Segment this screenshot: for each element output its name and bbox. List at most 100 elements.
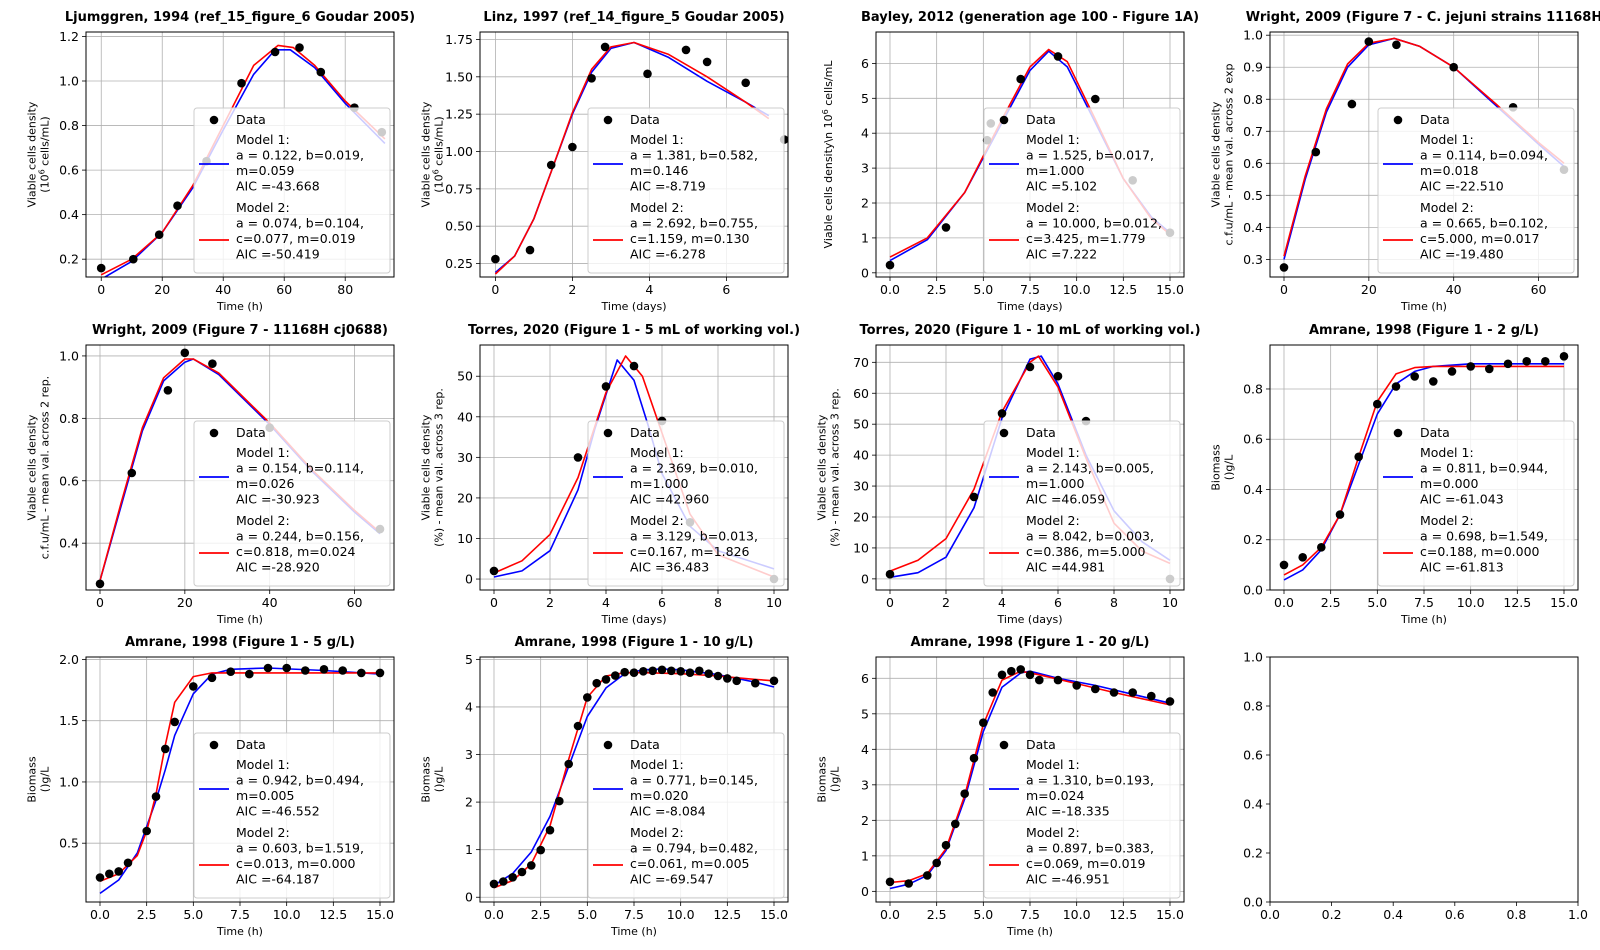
x-tick-label: 4 — [602, 595, 610, 610]
legend-model-1-text: AIC =-46.552 — [236, 804, 320, 819]
x-tick-label: 2 — [568, 282, 576, 297]
data-point — [1091, 94, 1100, 104]
subplot-7: 0 2 4 6 8 10 0 10 20 30 40 50 60 70 Torres, 2020 (Figu… — [816, 323, 1201, 626]
y-tick-label: 0.75 — [445, 181, 473, 196]
data-point — [208, 359, 217, 369]
legend-data-marker — [999, 428, 1009, 438]
legend-model-2-text: a = 0.603, b=1.519, — [236, 841, 364, 856]
data-point — [676, 667, 685, 676]
y-tick-label: 0.8 — [59, 118, 79, 133]
y-axis-label: Biomass — [420, 756, 433, 803]
subplot-title: Bayley, 2012 (generation age 100 - Figur… — [861, 10, 1199, 25]
y-tick-label: 0.8 — [1243, 381, 1263, 396]
x-tick-label: 20 — [154, 282, 170, 297]
y-tick-label: 0.2 — [1243, 532, 1263, 547]
y-tick-label: 1.50 — [445, 69, 473, 84]
data-point — [643, 69, 652, 79]
x-tick-label: 0 — [491, 282, 499, 297]
legend-data-marker — [1393, 115, 1403, 125]
data-point — [1541, 357, 1550, 366]
legend-box — [983, 107, 1181, 274]
subplot-title: Wright, 2009 (Figure 7 - 11168H cj0688) — [92, 323, 388, 338]
x-axis-label: Time (days) — [997, 613, 1063, 626]
subplot-title: Amrane, 1998 (Figure 1 - 10 g/L) — [514, 635, 753, 650]
x-tick-label: 0.4 — [1383, 907, 1403, 922]
data-point — [1373, 399, 1382, 409]
legend-box — [193, 732, 391, 899]
y-tick-label: 0 — [861, 265, 869, 280]
y-tick-label: 0.6 — [59, 473, 79, 488]
x-tick-label: 2.5 — [1321, 595, 1341, 610]
data-point — [704, 669, 713, 678]
data-point — [997, 670, 1007, 680]
legend-model-2-text: c=0.167, m=1.826 — [630, 544, 750, 559]
data-point — [536, 845, 545, 855]
subplot-10: 0.0 2.5 5.0 7.5 10.0 12.5 15.0 0 1 2 3 4 5 Amrane, 19… — [420, 635, 789, 938]
data-point — [904, 879, 913, 888]
data-point — [885, 569, 895, 579]
y-tick-label: 40 — [457, 409, 473, 424]
legend-model-1-text: m=0.020 — [630, 788, 688, 803]
legend-box — [193, 107, 391, 274]
data-point — [527, 861, 536, 870]
y-tick-label: 0.0 — [1243, 895, 1263, 910]
legend-model-1-text: Model 1: — [1026, 757, 1080, 772]
data-point — [189, 682, 198, 691]
y-axis-label: Viable cells density — [26, 101, 39, 207]
y-tick-label: 0.2 — [59, 252, 79, 267]
y-tick-label: 6 — [861, 56, 869, 71]
x-tick-label: 7.5 — [624, 907, 644, 922]
x-tick-label: 0 — [886, 595, 894, 610]
axes-frame — [875, 656, 1185, 903]
legend-model-1-text: a = 0.811, b=0.944, — [1420, 461, 1548, 476]
y-tick-label: 0.6 — [1243, 432, 1263, 447]
data-point — [564, 759, 573, 769]
data-point — [969, 753, 979, 763]
x-axis-label: Time (h) — [216, 300, 263, 313]
y-axis-label: (%) - mean val. across 3 rep. — [829, 388, 842, 547]
data-point — [885, 260, 895, 270]
x-tick-label: 12.5 — [1109, 907, 1137, 922]
axes-frame — [1269, 656, 1579, 903]
data-point — [1503, 359, 1513, 369]
x-tick-label: 4 — [998, 595, 1006, 610]
legend-model-2-text: AIC =-64.187 — [236, 872, 320, 887]
legend-model-1-text: AIC =-30.923 — [236, 492, 320, 507]
data-point — [1072, 681, 1081, 690]
legend-model-1-text: Model 1: — [236, 132, 290, 147]
legend-model-2-text: a = 8.042, b=0.003, — [1026, 529, 1154, 544]
legend-model-2-text: Model 2: — [236, 825, 290, 840]
legend-model-1-text: Model 1: — [236, 445, 290, 460]
legend-model-1-text: Model 1: — [1420, 445, 1474, 460]
data-point — [491, 254, 500, 264]
x-tick-label: 15.0 — [1550, 595, 1578, 610]
axes-frame — [479, 344, 789, 591]
y-tick-label: 1 — [861, 848, 869, 863]
legend-model-1-text: m=0.146 — [630, 163, 688, 178]
subplot-6: 0 2 4 6 8 10 0 10 20 30 40 50 Torres, 2020 (Figure 1… — [420, 323, 801, 626]
x-tick-label: 7.5 — [1414, 595, 1434, 610]
data-point — [629, 668, 639, 677]
y-tick-label: 20 — [457, 490, 473, 505]
x-axis-label: Time (h) — [216, 925, 263, 938]
subplot-title: Torres, 2020 (Figure 1 - 5 mL of working… — [468, 323, 800, 338]
x-tick-label: 6 — [1054, 595, 1062, 610]
data-point — [163, 386, 173, 395]
y-tick-label: 1.75 — [445, 32, 473, 47]
legend-model-1-text: m=0.059 — [236, 163, 294, 178]
legend-data-label: Data — [630, 425, 660, 440]
data-point — [751, 678, 760, 688]
legend-model-1-text: a = 2.369, b=0.010, — [630, 461, 758, 476]
y-tick-label: 0 — [861, 571, 869, 586]
legend-model-1-text: Model 1: — [630, 445, 684, 460]
x-tick-label: 0 — [490, 595, 498, 610]
axes-frame — [1269, 31, 1579, 278]
x-tick-label: 20 — [1361, 282, 1377, 297]
legend-model-2-text: AIC =44.981 — [1026, 560, 1105, 575]
legend-model-2-text: c=0.077, m=0.019 — [236, 231, 356, 246]
x-tick-label: 10.0 — [667, 907, 695, 922]
data-point — [1429, 377, 1438, 386]
data-point — [357, 668, 366, 678]
y-tick-label: 0.4 — [59, 207, 79, 222]
legend-model-1-text: a = 1.381, b=0.582, — [630, 148, 758, 163]
